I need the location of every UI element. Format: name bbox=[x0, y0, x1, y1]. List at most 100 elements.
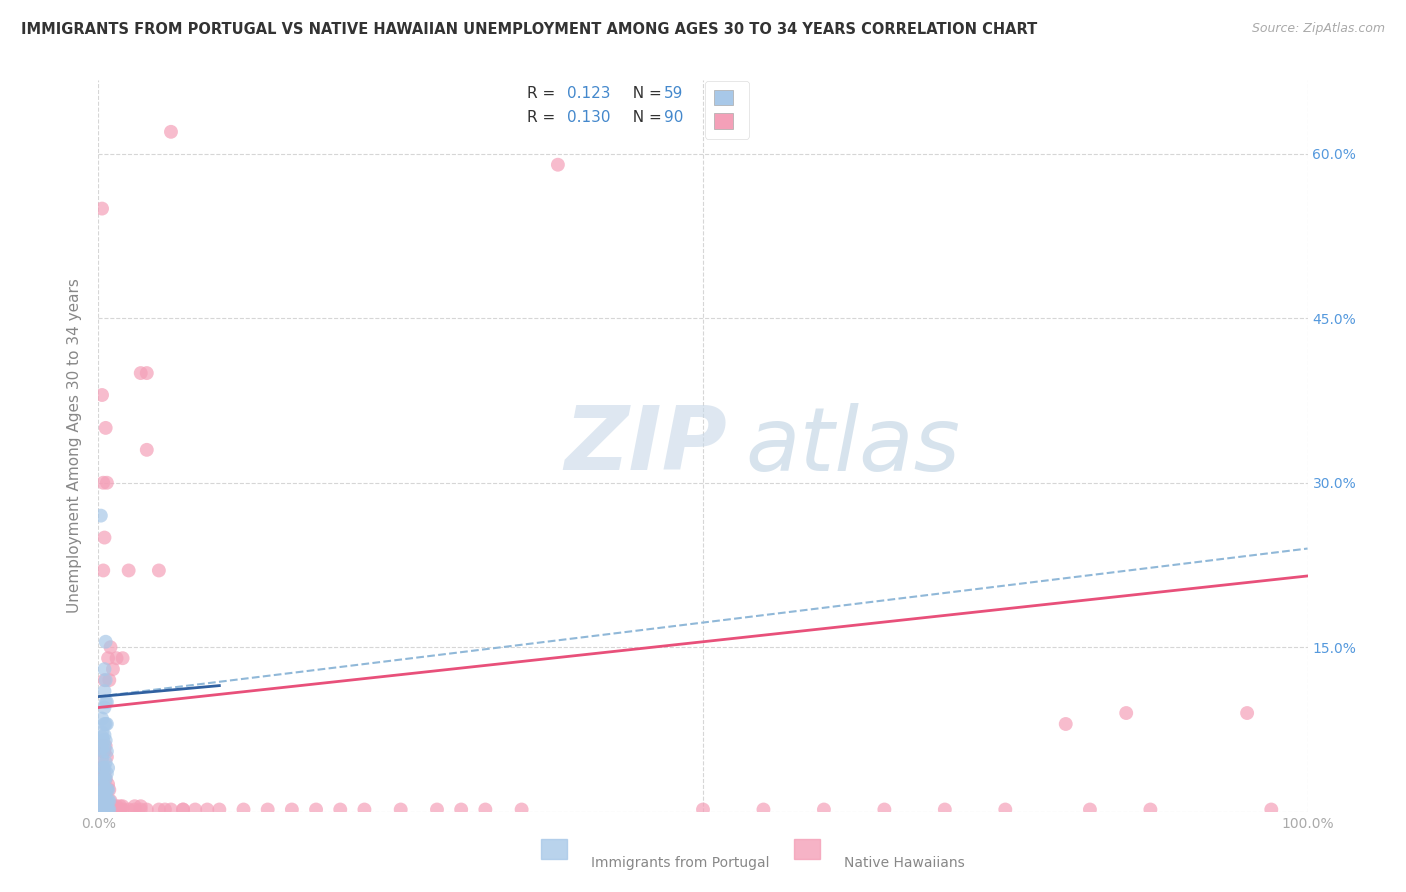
Point bbox=[1139, 803, 1161, 817]
Point bbox=[97, 803, 120, 817]
Point bbox=[873, 803, 896, 817]
Point bbox=[93, 789, 115, 803]
Y-axis label: Unemployment Among Ages 30 to 34 years: Unemployment Among Ages 30 to 34 years bbox=[67, 278, 83, 614]
Point bbox=[94, 803, 117, 817]
Point bbox=[547, 158, 569, 172]
Legend: , : , bbox=[704, 80, 749, 138]
Text: 59: 59 bbox=[664, 87, 683, 101]
Point bbox=[91, 772, 114, 786]
Point bbox=[91, 791, 114, 805]
Point bbox=[108, 799, 131, 814]
Point bbox=[105, 799, 128, 814]
Point bbox=[96, 475, 118, 490]
Point bbox=[97, 761, 120, 775]
Point bbox=[91, 799, 114, 814]
Point bbox=[91, 789, 114, 803]
Point bbox=[91, 741, 114, 756]
Point bbox=[93, 789, 115, 803]
Text: 90: 90 bbox=[664, 111, 683, 125]
Point bbox=[91, 750, 114, 764]
Point bbox=[93, 799, 115, 814]
Point bbox=[96, 782, 118, 797]
Point bbox=[100, 799, 122, 814]
Point bbox=[91, 772, 114, 786]
Text: Immigrants from Portugal: Immigrants from Portugal bbox=[591, 856, 769, 871]
Point bbox=[91, 564, 114, 578]
Point bbox=[98, 803, 121, 817]
Point bbox=[184, 803, 207, 817]
Text: Native Hawaiians: Native Hawaiians bbox=[844, 856, 965, 871]
Point bbox=[97, 799, 120, 814]
Point bbox=[98, 803, 121, 817]
Point bbox=[100, 794, 122, 808]
Point bbox=[94, 803, 117, 817]
Point bbox=[195, 803, 218, 817]
Point bbox=[101, 803, 124, 817]
Point bbox=[426, 803, 449, 817]
Point bbox=[93, 803, 115, 817]
Point bbox=[692, 803, 714, 817]
Text: Source: ZipAtlas.com: Source: ZipAtlas.com bbox=[1251, 22, 1385, 36]
Point bbox=[1260, 803, 1282, 817]
Point bbox=[474, 803, 496, 817]
Point bbox=[93, 728, 115, 742]
Point bbox=[91, 761, 114, 775]
Text: R =: R = bbox=[527, 87, 561, 101]
Text: IMMIGRANTS FROM PORTUGAL VS NATIVE HAWAIIAN UNEMPLOYMENT AMONG AGES 30 TO 34 YEA: IMMIGRANTS FROM PORTUGAL VS NATIVE HAWAI… bbox=[21, 22, 1038, 37]
Point bbox=[129, 366, 152, 380]
Point bbox=[96, 750, 118, 764]
Point bbox=[91, 752, 114, 766]
Point bbox=[91, 761, 114, 775]
Point bbox=[94, 799, 117, 814]
Point bbox=[91, 475, 114, 490]
Point bbox=[96, 695, 118, 709]
Text: 0.130: 0.130 bbox=[567, 111, 610, 125]
Point bbox=[111, 799, 134, 814]
Point bbox=[93, 744, 115, 758]
Point bbox=[93, 673, 115, 687]
Point bbox=[93, 662, 115, 676]
Point bbox=[91, 799, 114, 814]
Point bbox=[93, 717, 115, 731]
Point bbox=[91, 777, 114, 791]
Point bbox=[91, 712, 114, 726]
Point bbox=[118, 803, 141, 817]
Point bbox=[98, 673, 121, 687]
Point bbox=[93, 803, 115, 817]
Point bbox=[135, 366, 157, 380]
Point bbox=[111, 651, 134, 665]
Point bbox=[96, 799, 118, 814]
Point bbox=[93, 766, 115, 780]
Point bbox=[94, 756, 117, 770]
Point bbox=[1115, 706, 1137, 720]
Point bbox=[91, 744, 114, 758]
Point bbox=[91, 785, 114, 799]
Point bbox=[1054, 717, 1077, 731]
Point bbox=[91, 803, 114, 817]
Point bbox=[91, 782, 114, 797]
Point bbox=[94, 772, 117, 786]
Point bbox=[96, 803, 118, 817]
Point bbox=[752, 803, 775, 817]
Text: atlas: atlas bbox=[745, 403, 960, 489]
Point bbox=[91, 388, 114, 402]
Point bbox=[96, 794, 118, 808]
Point bbox=[93, 739, 115, 753]
Point bbox=[93, 531, 115, 545]
Point bbox=[389, 803, 412, 817]
Point bbox=[91, 761, 114, 775]
Point bbox=[172, 803, 194, 817]
Point bbox=[208, 803, 231, 817]
Point bbox=[160, 803, 183, 817]
Point bbox=[91, 782, 114, 797]
Point bbox=[101, 799, 124, 814]
Point bbox=[91, 799, 114, 814]
Point bbox=[91, 777, 114, 791]
Point bbox=[97, 782, 120, 797]
Point bbox=[94, 695, 117, 709]
Point bbox=[91, 794, 114, 808]
Point bbox=[100, 640, 122, 655]
Point bbox=[96, 744, 118, 758]
Point bbox=[94, 794, 117, 808]
Point bbox=[93, 794, 115, 808]
